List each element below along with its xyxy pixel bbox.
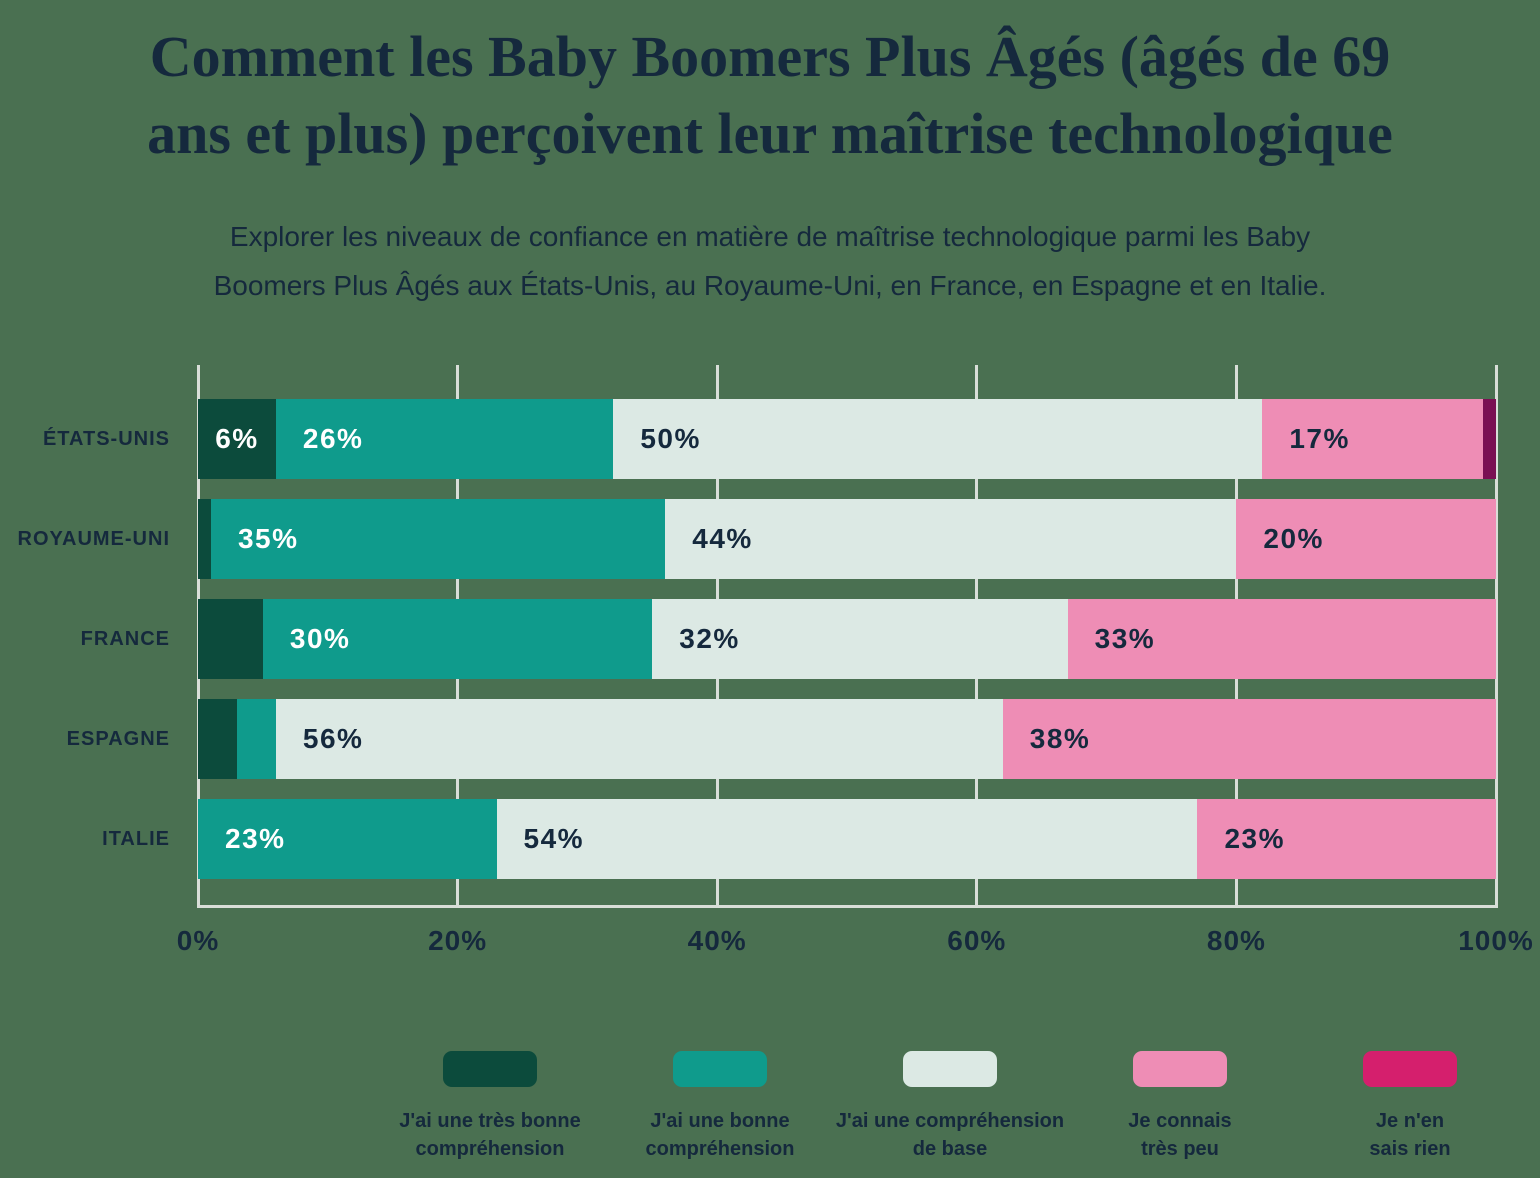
tick-label: 80% [1206, 925, 1266, 956]
tick-label: 60% [947, 925, 1007, 956]
tick-label: 40% [687, 925, 747, 956]
bar-row: 30% 32% 33% [198, 599, 1496, 679]
legend-label: J'ai une bonne compréhension [645, 1110, 795, 1160]
bar-segment: 17% [1262, 399, 1483, 479]
tick-label: 20% [428, 925, 488, 956]
legend-item: J'ai une bonne compréhension [605, 1051, 835, 1163]
bar-segment-label: 6% [215, 423, 259, 454]
legend-label: J'ai une compréhension de base [835, 1110, 1065, 1160]
bar-segment-label: 38% [1029, 723, 1091, 754]
x-axis-line [197, 905, 1497, 908]
bar-segment: 30% [262, 599, 653, 679]
category-label: FRANCE [80, 627, 170, 650]
x-axis: 0% 20% 40% 60% 80% 100% [177, 925, 1533, 965]
legend-swatch [673, 1051, 767, 1087]
legend-item: Je n'en sais rien [1295, 1051, 1525, 1163]
bar-segment: 54% [496, 799, 1198, 879]
bar-segment: 38% [1002, 699, 1496, 779]
category-labels: ÉTATS-UNIS ROYAUME-UNI FRANCE ESPAGNE ITALIE [0, 365, 184, 908]
bar-segment [236, 699, 276, 779]
bar-segment: 32% [652, 599, 1068, 679]
legend-label: Je n'en sais rien [1369, 1110, 1451, 1160]
bar-segment: 23% [1197, 799, 1496, 879]
legend-item: J'ai une très bonne compréhension [375, 1051, 605, 1163]
bar-segment: 6% [198, 399, 276, 479]
bar-segment-label: 26% [302, 423, 364, 454]
bar-row: 35% 44% 20% [198, 499, 1496, 579]
legend-swatch [1363, 1051, 1457, 1087]
tick-label: 0% [176, 925, 220, 956]
bar-segment: 23% [198, 799, 497, 879]
bar-segment [198, 699, 237, 779]
bar-segment [198, 599, 263, 679]
bar-segment [1483, 399, 1496, 479]
bar-row: 56% 38% [198, 699, 1496, 779]
legend: J'ai une très bonne compréhension J'ai un… [375, 1051, 1525, 1163]
chart-title: Comment les Baby Boomers Plus Âgés (âgés… [147, 24, 1393, 166]
legend-swatch [903, 1051, 997, 1087]
legend-swatch [1133, 1051, 1227, 1087]
bar-segment-label: 23% [1224, 823, 1285, 854]
gridline [1494, 365, 1498, 908]
bar-segment: 44% [665, 499, 1237, 579]
legend-item: Je connais très peu [1065, 1051, 1295, 1163]
bar-segment-label: 32% [679, 623, 740, 654]
legend-label: Je connais très peu [1128, 1110, 1232, 1160]
bar-row: 6% 26% 50% 17% [198, 399, 1496, 479]
bar-segment-label: 50% [640, 423, 701, 454]
bar-segment: 33% [1067, 599, 1496, 679]
bar-segment-label: 33% [1094, 623, 1156, 654]
legend-label: J'ai une très bonne compréhension [399, 1110, 581, 1160]
legend-item: J'ai une compréhension de base [835, 1051, 1065, 1163]
bar-segment [198, 499, 211, 579]
bar-segment-label: 54% [523, 823, 585, 854]
bar-segment-label: 44% [692, 523, 753, 554]
legend-swatch [443, 1051, 537, 1087]
category-label: ÉTATS-UNIS [42, 427, 170, 450]
category-label: ESPAGNE [66, 727, 170, 750]
plot-area: 6% 26% 50% 17% 35% 44% 20% 30% 32% 33% 56% 38% 23% 54… [196, 365, 1498, 908]
bar-segment-label: 17% [1289, 423, 1350, 454]
bar-segment-label: 30% [289, 623, 351, 654]
bar-segment: 56% [275, 699, 1003, 779]
bar-segment-label: 20% [1263, 523, 1324, 554]
chart-subtitle: Explorer les niveaux de confiance en mat… [213, 221, 1327, 301]
bar-segment: 26% [275, 399, 614, 479]
category-label: ITALIE [102, 827, 170, 850]
bar-segment: 20% [1236, 499, 1496, 579]
bar-row: 23% 54% 23% [198, 799, 1496, 879]
bar-segment-label: 23% [225, 823, 286, 854]
bar-segment: 35% [210, 499, 666, 579]
bar-segment-label: 56% [302, 723, 364, 754]
category-label: ROYAUME-UNI [17, 527, 170, 550]
bar-segment-label: 35% [237, 523, 299, 554]
tick-label: 100% [1458, 925, 1534, 956]
bar-segment: 50% [613, 399, 1263, 479]
